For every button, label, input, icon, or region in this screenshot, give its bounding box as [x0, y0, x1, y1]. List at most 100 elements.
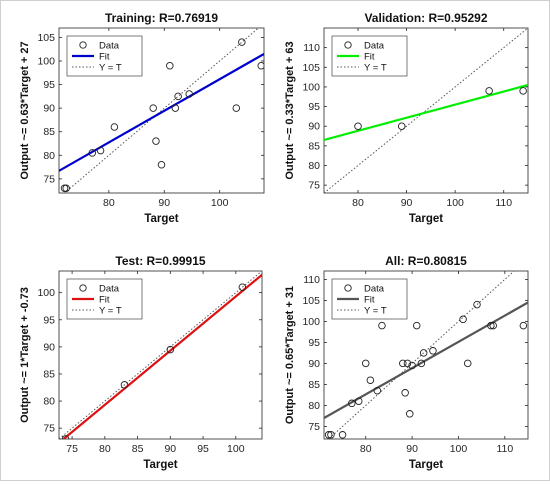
test-y-tick-label: 100: [37, 287, 55, 299]
all-identity-line: [327, 271, 515, 439]
all-y-tick-label: 110: [303, 274, 320, 286]
validation-x-axis-label: Target: [409, 213, 443, 225]
all-data-point: [487, 321, 495, 330]
training-legend-fit-label: Fit: [99, 52, 110, 63]
training-panel: 80 90 100 75 80 85 90 95 100 105 Training: R=0.769…: [19, 11, 265, 225]
test-x-axis-label: Target: [143, 459, 177, 471]
validation-x-tick-label: 80: [352, 197, 364, 209]
validation-y-tick-label: 75: [308, 180, 320, 192]
all-panel: 80 90 100 110 75 80 85 90 95 100 105 110 All: R=0.80…: [284, 254, 529, 471]
all-data-point: [324, 431, 333, 439]
all-legend-data-label: Data: [364, 284, 385, 295]
training-data-point: [149, 104, 157, 112]
training-legend-identity-label: Y = T: [99, 63, 122, 74]
test-data-point: [120, 381, 129, 389]
test-y-tick-label: 85: [43, 368, 55, 380]
all-data-point: [327, 431, 335, 439]
test-legend-identity-label: Y = T: [99, 306, 122, 317]
test-y-tick-label: 95: [43, 314, 55, 326]
test-x-tick-label: 100: [227, 443, 245, 455]
test-data-point: [166, 345, 175, 354]
test-y-tick-label: 75: [43, 423, 55, 435]
all-data-point: [519, 321, 528, 330]
all-data-point: [403, 359, 412, 368]
validation-data-point: [397, 122, 406, 130]
validation-legend-fit-label: Fit: [364, 52, 375, 63]
all-y-tick-label: 80: [308, 400, 320, 412]
training-data-point: [171, 104, 180, 112]
all-y-tick-label: 100: [302, 316, 320, 328]
test-plot-area: [59, 271, 262, 439]
training-data-point: [110, 123, 119, 131]
all-y-tick-label: 75: [308, 421, 320, 433]
all-data-point: [355, 397, 363, 405]
all-x-tick-label: 110: [496, 443, 513, 455]
validation-data-point: [485, 87, 493, 95]
all-data-point: [366, 376, 375, 384]
test-title: Test: R=0.99915: [115, 254, 205, 268]
all-data-point: [361, 359, 370, 368]
all-data-point: [338, 431, 347, 439]
test-y-tick-label: 80: [43, 396, 55, 408]
training-data-point: [96, 146, 105, 155]
all-data-point: [406, 410, 414, 418]
validation-x-tick-label: 100: [446, 197, 464, 209]
all-x-tick-label: 80: [360, 443, 372, 455]
training-data-point: [185, 90, 193, 98]
training-data-point: [62, 184, 70, 193]
training-data-point: [257, 61, 264, 70]
training-x-tick-label: 80: [103, 197, 115, 209]
test-x-tick-label: 95: [197, 443, 209, 455]
all-legend-data-marker: [344, 284, 352, 292]
validation-y-tick-label: 90: [308, 121, 320, 133]
all-x-tick-label: 100: [450, 443, 468, 455]
all-y-tick-label: 90: [308, 358, 320, 370]
test-fit-line: [61, 273, 262, 439]
all-data-point: [463, 359, 472, 368]
validation-fit-line: [324, 83, 528, 142]
training-y-tick-label: 95: [43, 79, 55, 91]
all-data-point: [408, 361, 416, 370]
training-data-point: [157, 160, 166, 169]
validation-legend-data-label: Data: [364, 41, 385, 52]
validation-title: Validation: R=0.95292: [364, 11, 487, 25]
all-data-point: [401, 389, 409, 397]
all-data-point: [399, 359, 407, 368]
all-data-point: [412, 321, 421, 330]
validation-y-tick-label: 80: [308, 160, 320, 172]
validation-legend-data-marker: [344, 41, 352, 49]
validation-y-tick-label: 105: [302, 62, 320, 74]
all-y-tick-label: 105: [302, 295, 320, 307]
validation-legend-identity-label: Y = T: [364, 63, 387, 74]
training-data-point: [238, 38, 246, 46]
test-panel: 75 80 85 90 95 100 75 80 85 90 95 100 Test: R=0.9991…: [19, 254, 263, 471]
test-data-point: [238, 283, 247, 292]
training-legend-data-label: Data: [99, 41, 120, 52]
all-y-tick-label: 95: [308, 337, 320, 349]
all-plot-area: [324, 271, 528, 439]
all-y-tick-label: 85: [308, 379, 320, 391]
validation-y-axis-label: Output ~= 0.33*Target + 63: [284, 41, 296, 179]
all-data-point: [429, 347, 437, 355]
all-data-point: [489, 321, 497, 330]
training-y-tick-label: 80: [43, 150, 55, 162]
test-legend-fit-label: Fit: [99, 295, 110, 306]
training-data-point: [174, 92, 182, 101]
training-y-tick-label: 75: [43, 173, 55, 185]
test-x-tick-label: 75: [66, 443, 78, 455]
all-data-point: [473, 300, 481, 309]
all-data-point: [348, 399, 356, 408]
validation-y-tick-label: 110: [303, 42, 320, 54]
validation-plot-area: [324, 28, 528, 193]
test-x-tick-label: 85: [132, 443, 144, 455]
training-x-axis-label: Target: [144, 213, 178, 225]
all-title: All: R=0.80815: [385, 254, 467, 268]
validation-data-point: [519, 87, 527, 95]
training-title: Training: R=0.76919: [105, 11, 218, 25]
all-data-point: [378, 321, 386, 330]
all-legend-fit-label: Fit: [364, 295, 375, 306]
training-plot-area: [59, 28, 264, 193]
test-x-tick-label: 90: [164, 443, 176, 455]
validation-panel: 80 90 100 110 75 80 85 90 95 100 105 110 Validation:…: [284, 11, 529, 225]
